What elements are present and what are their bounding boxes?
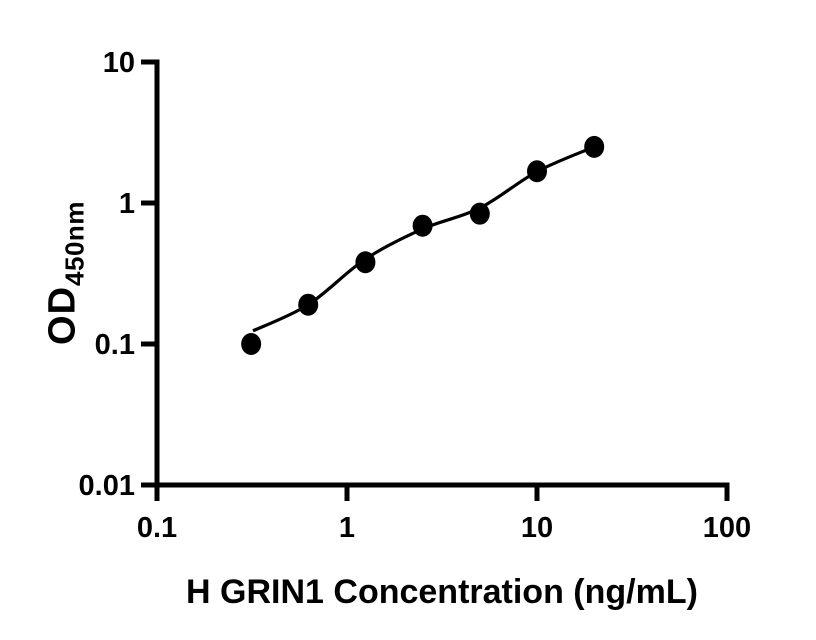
x-tick-label: 0.1: [137, 512, 177, 544]
y-axis-title-subscript: 450nm: [59, 201, 90, 286]
y-tick-label: 10: [103, 47, 135, 79]
data-point: [241, 333, 262, 355]
y-tick-label: 1: [119, 188, 135, 220]
x-tick-label: 10: [521, 512, 553, 544]
data-point: [412, 214, 433, 237]
y-tick-label: 0.01: [79, 470, 135, 502]
data-point: [469, 202, 490, 225]
y-tick-label: 0.1: [95, 329, 135, 361]
data-point: [298, 293, 319, 316]
y-axis-title: OD450nm: [42, 201, 91, 345]
y-axis-title-main: OD: [41, 285, 84, 345]
data-point: [527, 160, 547, 183]
x-tick-label: 100: [703, 512, 751, 544]
data-point: [355, 251, 376, 274]
data-point: [584, 135, 605, 158]
x-tick-label: 1: [339, 512, 355, 544]
x-axis-title: H GRIN1 Concentration (ng/mL): [186, 573, 698, 611]
